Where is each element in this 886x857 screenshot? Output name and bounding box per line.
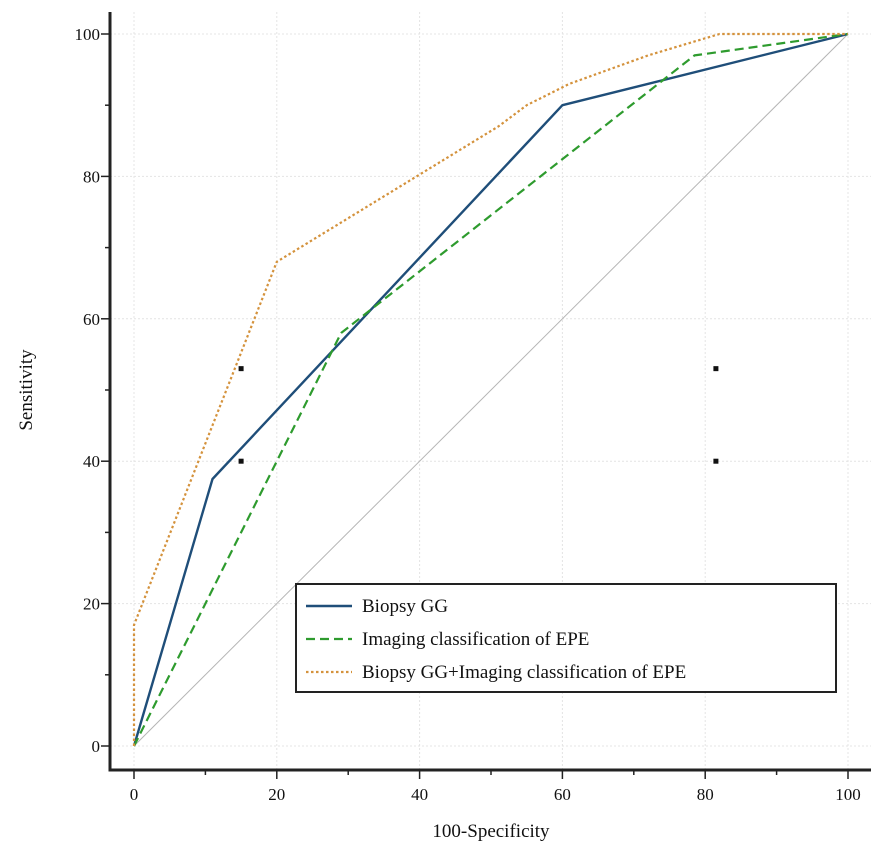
series-group: [132, 32, 849, 747]
x-tick-label: 60: [554, 785, 571, 804]
x-axis-title: 100-Specificity: [432, 821, 550, 842]
legend-label-0: Biopsy GG: [362, 596, 448, 617]
reference-diagonal-line: [133, 33, 849, 747]
series-line-2: [132, 32, 848, 746]
y-tick-label: 100: [75, 25, 101, 44]
legend-label-1: Imaging classification of EPE: [362, 629, 589, 650]
point-marker-2: [713, 366, 719, 372]
legend-label-2: Biopsy GG+Imaging classification of EPE: [362, 662, 686, 683]
y-tick-label: 40: [83, 452, 100, 471]
ticks: 0 20 40 60 80 100 0 20 40 60 80 100: [75, 25, 861, 804]
axes: [108, 12, 871, 772]
legend: Biopsy GG Imaging classification of EPE Bi…: [295, 583, 837, 693]
point-marker-3: [713, 458, 719, 464]
y-axis-title: Sensitivity: [16, 349, 37, 431]
markers-group: [238, 366, 719, 464]
x-tick-label: 40: [411, 785, 428, 804]
x-tick-label: 20: [268, 785, 285, 804]
point-marker-1: [238, 458, 244, 464]
x-tick-label: 100: [835, 785, 861, 804]
series-line-1: [133, 32, 849, 747]
series-line-0: [132, 32, 849, 747]
y-tick-label: 80: [83, 167, 100, 186]
legend-box: [295, 583, 837, 693]
y-tick-label: 60: [83, 310, 100, 329]
x-tick-label: 0: [130, 785, 139, 804]
y-tick-label: 20: [83, 595, 100, 614]
y-tick-label: 0: [92, 737, 101, 756]
point-marker-0: [238, 366, 244, 372]
x-tick-label: 80: [697, 785, 714, 804]
